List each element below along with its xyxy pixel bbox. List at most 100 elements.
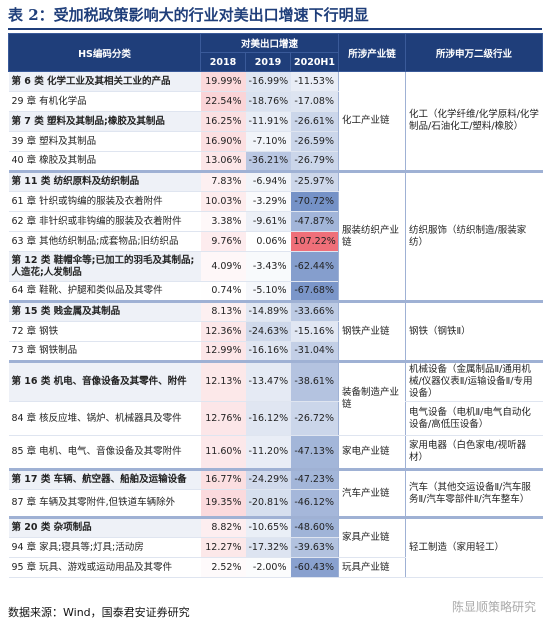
table-row: 62 章 非针织或非钩编的服装及衣着附件 3.38% -9.61% -47.87% [8, 211, 543, 232]
category-cell: 84 章 核反应堆、锅炉、机械器具及零件 [8, 401, 201, 436]
growth-cell: -16.12% [245, 401, 291, 436]
growth-cell: 19.99% [200, 71, 246, 92]
chain-cell: 汽车产业链 [338, 468, 406, 518]
growth-cell: 12.13% [200, 360, 246, 402]
growth-cell: -20.81% [245, 489, 291, 518]
industry-cell: 钢铁（钢铁Ⅱ） [405, 300, 543, 362]
growth-cell: 12.27% [200, 537, 246, 558]
growth-cell: 2.52% [200, 557, 246, 578]
data-table: HS编码分类 对美出口增速 所涉产业链 所涉申万二级行业 2018 2019 2… [8, 33, 543, 578]
category-cell: 73 章 钢铁制品 [8, 341, 201, 362]
table-row: 85 章 电机、电气、音像设备及其零附件 11.60% -11.20% -47.13%… [8, 435, 543, 470]
table-row: 第 15 类 贱金属及其制品 8.13% -14.89% -33.66% 钢铁产业链 钢铁… [8, 300, 543, 362]
growth-cell: -16.99% [245, 71, 291, 92]
growth-cell: 16.90% [200, 131, 246, 152]
header-cell: HS编码分类 [8, 33, 201, 72]
growth-cell: -3.43% [245, 251, 291, 282]
table-row: 72 章 钢铁 12.36% -24.63% -15.16% [8, 321, 543, 342]
growth-cell: -31.04% [290, 341, 339, 362]
table-row: 64 章 鞋靴、护腿和类似品及其零件 0.74% -5.10% -67.68% [8, 281, 543, 302]
growth-cell: -10.65% [245, 516, 291, 538]
growth-cell: -5.10% [245, 281, 291, 302]
growth-cell: 12.99% [200, 341, 246, 362]
growth-cell: -26.61% [290, 111, 339, 132]
source-note: 数据来源：Wind，国泰君安证券研究 [8, 606, 190, 619]
chain-cell: 化工产业链 [338, 71, 406, 172]
category-cell: 62 章 非针织或非钩编的服装及衣着附件 [8, 211, 201, 232]
industry-cell: 轻工制造（家用轻工） [405, 516, 543, 578]
category-cell: 63 章 其他纺织制品;成套物品;旧纺织品 [8, 231, 201, 252]
growth-cell: 0.06% [245, 231, 291, 252]
growth-cell: -15.16% [290, 321, 339, 342]
growth-cell: -9.61% [245, 211, 291, 232]
growth-cell: -62.44% [290, 251, 339, 282]
chain-cell: 装备制造产业链 [338, 360, 406, 436]
growth-cell: -16.16% [245, 341, 291, 362]
category-cell: 72 章 钢铁 [8, 321, 201, 342]
table-row: 94 章 家具;寝具等;灯具;活动房 12.27% -17.32% -39.63% [8, 537, 543, 558]
growth-cell: -2.00% [245, 557, 291, 578]
chain-cell: 服装纺织产业链 [338, 170, 406, 302]
table-title: 表 2：受加税政策影响大的行业对美出口增速下行明显 [8, 6, 369, 24]
industry-cell: 汽车（其他交运设备Ⅱ/汽车服务Ⅱ/汽车零部件Ⅱ/汽车整车） [405, 468, 543, 518]
growth-cell: 3.38% [200, 211, 246, 232]
chain-cell: 家具产业链 [338, 516, 406, 558]
industry-cell: 化工（化学纤维/化学原料/化学制品/石油化工/塑料/橡胶） [405, 71, 543, 172]
category-cell: 87 章 车辆及其零附件,但铁道车辆除外 [8, 489, 201, 518]
year-header: 2019 [245, 52, 291, 72]
category-cell: 94 章 家具;寝具等;灯具;活动房 [8, 537, 201, 558]
growth-cell: -47.87% [290, 211, 339, 232]
growth-cell: -36.21% [245, 151, 291, 172]
table-row: 39 章 塑料及其制品 16.90% -7.10% -26.59% [8, 131, 543, 152]
growth-cell: 7.83% [200, 170, 246, 192]
growth-cell: -26.79% [290, 151, 339, 172]
growth-cell: -6.94% [245, 170, 291, 192]
chain-cell: 钢铁产业链 [338, 300, 406, 362]
growth-cell: -67.68% [290, 281, 339, 302]
growth-cell: -47.13% [290, 435, 339, 470]
growth-cell: -17.08% [290, 91, 339, 112]
table-row: 29 章 有机化学品 22.54% -18.76% -17.08% [8, 91, 543, 112]
category-cell: 第 7 类 塑料及其制品;橡胶及其制品 [8, 111, 201, 132]
growth-cell: 8.13% [200, 300, 246, 322]
growth-cell: -7.10% [245, 131, 291, 152]
growth-cell: 11.60% [200, 435, 246, 470]
growth-cell: -70.72% [290, 191, 339, 212]
growth-cell: 16.25% [200, 111, 246, 132]
table-row: 第 12 类 鞋帽伞等;已加工的羽毛及其制品;人造花;人发制品 4.09% -3.4… [8, 251, 543, 282]
growth-cell: -11.91% [245, 111, 291, 132]
table-row: 61 章 针织或钩编的服装及衣着附件 10.03% -3.29% -70.72% [8, 191, 543, 212]
growth-cell: 16.77% [200, 468, 246, 490]
category-cell: 64 章 鞋靴、护腿和类似品及其零件 [8, 281, 201, 302]
year-header: 2020H1 [290, 52, 339, 72]
category-cell: 39 章 塑料及其制品 [8, 131, 201, 152]
chain-cell: 玩具产业链 [338, 557, 406, 578]
growth-cell: 12.36% [200, 321, 246, 342]
category-cell: 第 20 类 杂项制品 [8, 516, 201, 538]
growth-cell: 4.09% [200, 251, 246, 282]
growth-cell: -48.60% [290, 516, 339, 538]
table-row: 84 章 核反应堆、锅炉、机械器具及零件 12.76% -16.12% -26.72%… [8, 401, 543, 436]
category-cell: 61 章 针织或钩编的服装及衣着附件 [8, 191, 201, 212]
growth-cell: -24.63% [245, 321, 291, 342]
table-row: 第 16 类 机电、音像设备及其零件、附件 12.13% -13.47% -38.61… [8, 360, 543, 436]
header-cell: 所涉产业链 [338, 33, 406, 72]
industry-cell: 机械设备（金属制品Ⅱ/通用机械/仪器仪表Ⅱ/运输设备Ⅱ/专用设备） [405, 360, 543, 402]
table-row: 73 章 钢铁制品 12.99% -16.16% -31.04% [8, 341, 543, 362]
growth-cell: -17.32% [245, 537, 291, 558]
growth-cell: -14.89% [245, 300, 291, 322]
category-cell: 第 15 类 贱金属及其制品 [8, 300, 201, 322]
growth-cell: -38.61% [290, 360, 339, 402]
growth-cell: 9.76% [200, 231, 246, 252]
table-row: 第 11 类 纺织原料及纺织制品 7.83% -6.94% -25.97% 服装纺织产业… [8, 170, 543, 302]
growth-cell: 10.03% [200, 191, 246, 212]
growth-cell: -11.53% [290, 71, 339, 92]
table-body: 第 6 类 化学工业及其相关工业的产品 19.99% -16.99% -11.53% 化… [8, 71, 543, 578]
chain-cell: 家电产业链 [338, 435, 406, 470]
growth-cell: 13.06% [200, 151, 246, 172]
watermark: 陈显顺策略研究 [451, 600, 536, 614]
table-row: 第 6 类 化学工业及其相关工业的产品 19.99% -16.99% -11.53% 化… [8, 71, 543, 172]
growth-cell: 22.54% [200, 91, 246, 112]
category-cell: 第 12 类 鞋帽伞等;已加工的羽毛及其制品;人造花;人发制品 [8, 251, 201, 282]
